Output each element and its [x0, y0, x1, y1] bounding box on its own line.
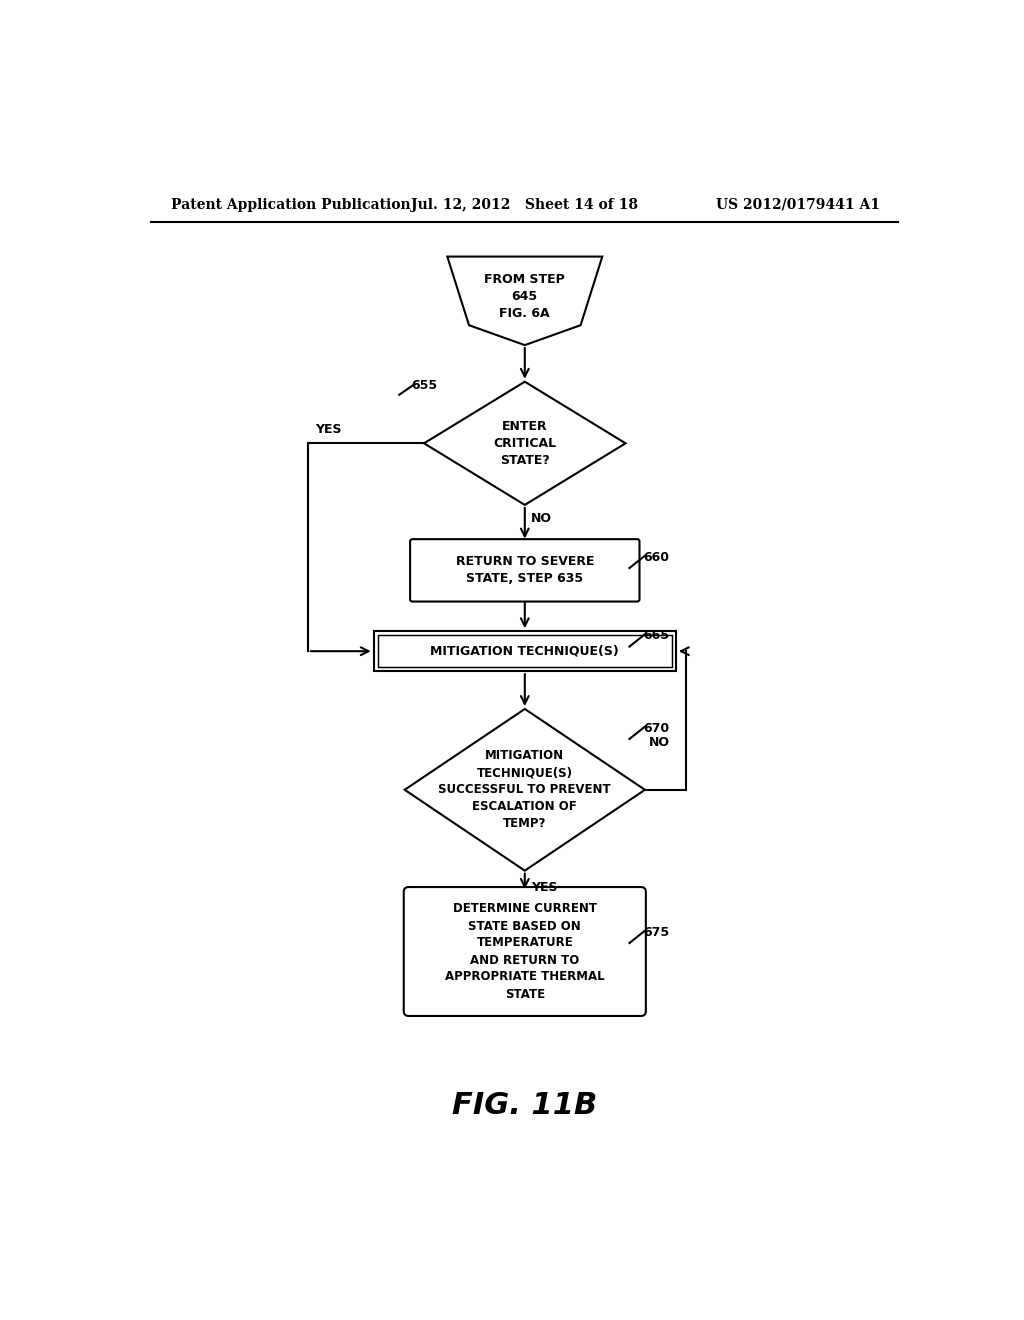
Bar: [374, 631, 676, 671]
Text: YES: YES: [531, 880, 557, 894]
Text: MITIGATION TECHNIQUE(S): MITIGATION TECHNIQUE(S): [430, 644, 620, 657]
Text: Jul. 12, 2012   Sheet 14 of 18: Jul. 12, 2012 Sheet 14 of 18: [412, 198, 638, 211]
Text: DETERMINE CURRENT
STATE BASED ON
TEMPERATURE
AND RETURN TO
APPROPRIATE THERMAL
S: DETERMINE CURRENT STATE BASED ON TEMPERA…: [445, 903, 604, 1001]
Text: 670: 670: [643, 722, 670, 735]
Text: 655: 655: [411, 379, 437, 392]
Text: NO: NO: [531, 512, 552, 525]
Text: NO: NO: [649, 735, 670, 748]
Text: YES: YES: [315, 422, 342, 436]
Text: MITIGATION
TECHNIQUE(S)
SUCCESSFUL TO PREVENT
ESCALATION OF
TEMP?: MITIGATION TECHNIQUE(S) SUCCESSFUL TO PR…: [438, 750, 611, 830]
Text: Patent Application Publication: Patent Application Publication: [171, 198, 411, 211]
Text: FROM STEP
645
FIG. 6A: FROM STEP 645 FIG. 6A: [484, 273, 565, 319]
Text: 675: 675: [643, 925, 670, 939]
Text: FIG. 11B: FIG. 11B: [453, 1092, 597, 1119]
Text: US 2012/0179441 A1: US 2012/0179441 A1: [716, 198, 880, 211]
Text: RETURN TO SEVERE
STATE, STEP 635: RETURN TO SEVERE STATE, STEP 635: [456, 556, 594, 585]
Text: 660: 660: [643, 550, 670, 564]
Text: ENTER
CRITICAL
STATE?: ENTER CRITICAL STATE?: [494, 420, 556, 467]
Text: 665: 665: [643, 630, 670, 643]
Bar: [378, 635, 672, 668]
